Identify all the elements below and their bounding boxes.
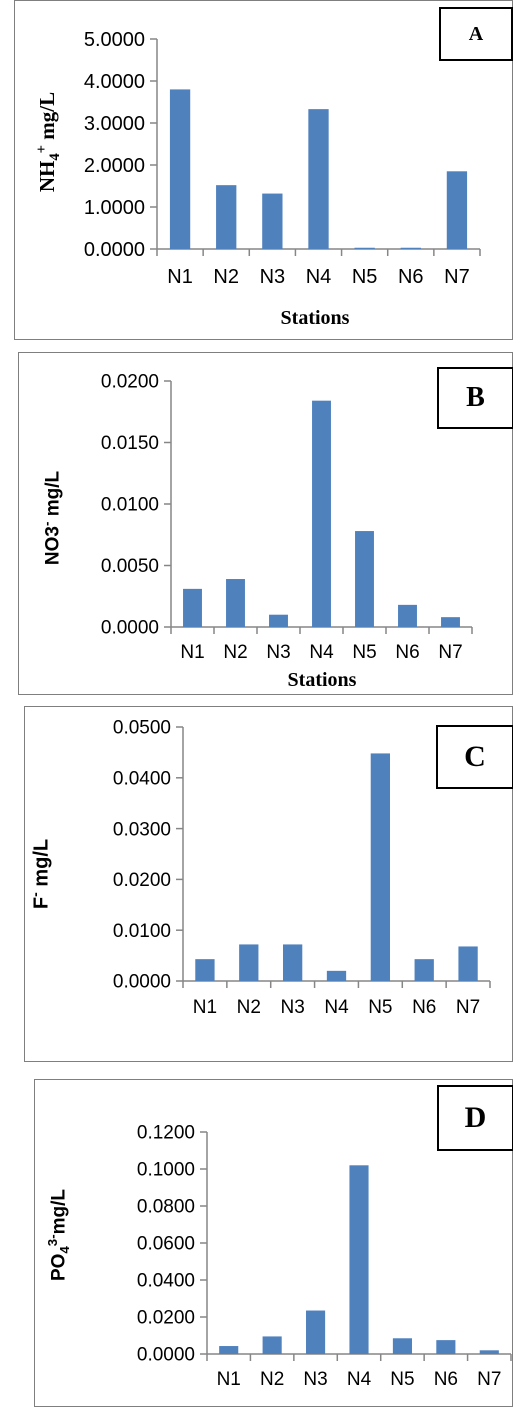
- y-tick-label-d: 0.0000: [137, 1345, 195, 1366]
- y-tick-label-b: 0.0000: [101, 618, 159, 639]
- x-tick-label-d: N3: [303, 1369, 327, 1390]
- y-axis-label-a: NH4+ mg/L: [34, 91, 64, 193]
- bar-chart-c: 0.0000 0.0100 0.0200 0.0300 0.0400 0.0500 N1 N2…: [113, 718, 491, 1018]
- y-tick-label-b: 0.0100: [101, 495, 159, 516]
- x-tick-label-a: N1: [167, 266, 193, 288]
- bar-c-n7: [458, 946, 478, 981]
- x-tick-label-a: N2: [213, 266, 239, 288]
- bar-a-n3: [262, 193, 283, 249]
- x-tick-label-d: N4: [347, 1369, 372, 1390]
- bar-chart-a: 0.0000 1.0000 2.0000 3.0000 4.0000 5.0000 N1 N2…: [84, 29, 481, 288]
- panel-label-d: D: [437, 1085, 513, 1151]
- chart-panel-c: 0.0000 0.0100 0.0200 0.0300 0.0400 0.0500 N1 N2…: [24, 706, 513, 1062]
- panel-label-b: B: [437, 367, 513, 429]
- y-tick-label-c: 0.0400: [113, 768, 171, 789]
- bar-b-n5: [355, 531, 374, 627]
- y-tick-label-c: 0.0300: [113, 819, 171, 840]
- y-tick-label-a: 0.0000: [84, 239, 145, 261]
- x-tick-label-c: N2: [237, 997, 261, 1018]
- y-axis-label-c: F- mg/L: [27, 838, 53, 910]
- bar-c-n6: [414, 959, 434, 981]
- y-tick-label-d: 0.0800: [137, 1197, 195, 1218]
- bar-b-n3: [269, 614, 288, 627]
- y-tick-label-d: 0.0600: [137, 1234, 195, 1255]
- bar-b-n7: [441, 617, 460, 627]
- x-tick-label-b: N1: [180, 642, 204, 663]
- x-tick-label-c: N1: [193, 997, 217, 1018]
- x-tick-label-b: N3: [266, 642, 290, 663]
- y-tick-label-c: 0.0500: [113, 718, 171, 739]
- panel-label-c: C: [436, 725, 513, 789]
- bar-c-n4: [326, 970, 347, 981]
- y-tick-label-d: 0.1200: [137, 1123, 195, 1144]
- x-tick-label-b: N6: [395, 642, 419, 663]
- y-tick-label-a: 1.0000: [84, 197, 145, 219]
- bar-b-n6: [398, 604, 417, 627]
- bar-d-n3: [306, 1310, 326, 1354]
- x-tick-label-b: N4: [309, 642, 334, 663]
- y-tick-label-d: 0.0200: [137, 1308, 195, 1329]
- x-tick-label-b: N5: [352, 642, 376, 663]
- bar-c-n3: [282, 944, 303, 981]
- y-tick-label-a: 2.0000: [84, 155, 145, 177]
- y-tick-label-d: 0.0400: [137, 1271, 195, 1292]
- bar-d-n6: [436, 1340, 456, 1354]
- bar-chart-b: 0.0000 0.0050 0.0100 0.0150 0.0200 N1 N2 N3 N4 N5…: [101, 372, 473, 663]
- bar-b-n1: [183, 588, 202, 627]
- x-tick-label-a: N3: [260, 266, 286, 288]
- y-tick-label-b: 0.0050: [101, 556, 159, 577]
- x-axis-label-b: Stations: [287, 669, 357, 691]
- bar-c-n2: [239, 944, 259, 981]
- y-tick-label-a: 4.0000: [84, 71, 145, 93]
- y-tick-label-a: 5.0000: [84, 29, 145, 51]
- x-tick-label-d: N2: [260, 1369, 284, 1390]
- bar-d-n4: [349, 1165, 369, 1354]
- bar-d-n7: [479, 1350, 499, 1354]
- chart-panel-d: 0.0000 0.0200 0.0400 0.0600 0.0800 0.1000 0.12…: [34, 1079, 513, 1407]
- x-axis-label-a: Stations: [280, 307, 350, 329]
- bar-c-n5: [370, 753, 391, 981]
- y-tick-label-c: 0.0200: [113, 870, 171, 891]
- x-tick-label-d: N5: [390, 1369, 414, 1390]
- bar-b-n4: [312, 400, 331, 627]
- y-tick-label-b: 0.0150: [101, 433, 159, 454]
- x-tick-label-d: N7: [477, 1369, 501, 1390]
- panel-label-a: A: [439, 7, 513, 61]
- x-tick-label-c: N6: [412, 997, 436, 1018]
- x-tick-label-c: N5: [368, 997, 392, 1018]
- x-tick-label-d: N1: [217, 1369, 241, 1390]
- x-tick-label-c: N4: [324, 997, 349, 1018]
- x-tick-label-a: N7: [444, 266, 470, 288]
- bar-a-n6: [400, 247, 421, 249]
- bar-a-n7: [446, 171, 468, 249]
- chart-panel-a: 0.0000 1.0000 2.0000 3.0000 4.0000 5.0000 N1 N2…: [14, 0, 513, 340]
- bar-c-n1: [195, 959, 215, 981]
- x-tick-label-a: N6: [398, 266, 424, 288]
- y-tick-label-c: 0.0000: [113, 972, 171, 993]
- chart-panel-b: 0.0000 0.0050 0.0100 0.0150 0.0200 N1 N2 N3 N4 N5…: [18, 352, 513, 695]
- x-tick-label-a: N4: [306, 266, 332, 288]
- bar-a-n4: [308, 109, 329, 249]
- y-tick-label-a: 3.0000: [84, 113, 145, 135]
- bar-a-n2: [216, 185, 237, 249]
- x-tick-label-c: N7: [456, 997, 480, 1018]
- bar-b-n2: [226, 579, 245, 627]
- bar-chart-d: 0.0000 0.0200 0.0400 0.0600 0.0800 0.1000 0.12…: [137, 1123, 512, 1390]
- bar-d-n1: [219, 1346, 239, 1354]
- x-tick-label-b: N2: [223, 642, 247, 663]
- x-tick-label-c: N3: [280, 997, 304, 1018]
- bar-a-n5: [354, 247, 375, 249]
- y-axis-label-d: PO43-mg/L: [45, 1188, 73, 1282]
- bar-a-n1: [169, 89, 191, 250]
- x-tick-label-d: N6: [434, 1369, 458, 1390]
- y-tick-label-b: 0.0200: [101, 372, 159, 393]
- y-tick-label-d: 0.1000: [137, 1160, 195, 1181]
- x-tick-label-a: N5: [352, 266, 378, 288]
- y-tick-label-c: 0.0100: [113, 921, 171, 942]
- y-axis-label-b: NO3- mg/L: [39, 470, 64, 566]
- x-tick-label-b: N7: [438, 642, 462, 663]
- bar-d-n5: [392, 1338, 412, 1354]
- bar-d-n2: [262, 1336, 282, 1354]
